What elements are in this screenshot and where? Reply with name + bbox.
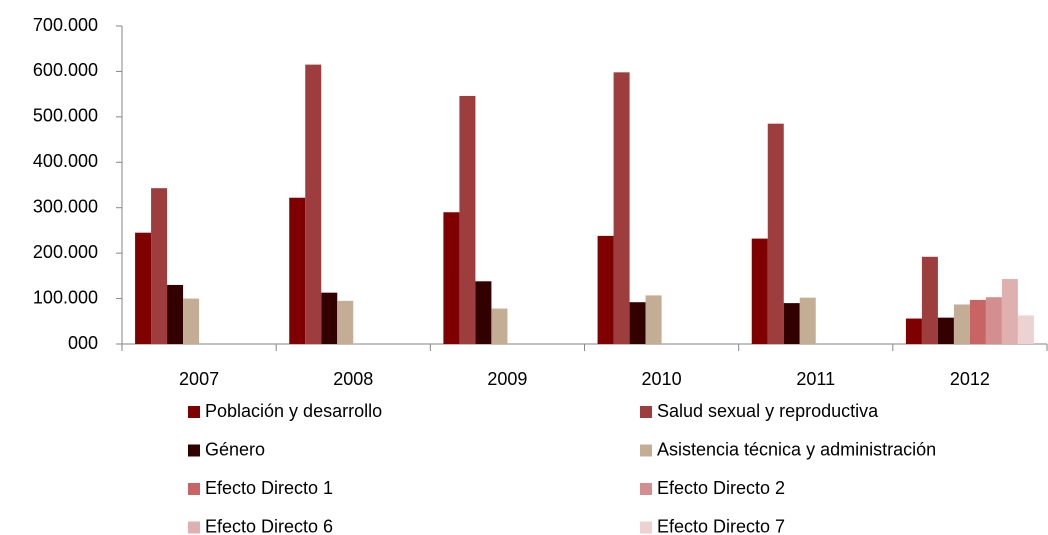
- bar: [921, 256, 938, 344]
- bar: [597, 235, 614, 344]
- bar: [645, 295, 662, 344]
- bar: [475, 281, 492, 344]
- x-tick-label: 2011: [796, 369, 835, 389]
- legend-swatch: [188, 444, 200, 457]
- legend-label: Efecto Directo 2: [657, 478, 785, 498]
- legend-label: Efecto Directo 7: [657, 516, 785, 535]
- legend-swatch: [640, 444, 652, 457]
- bar: [491, 308, 508, 344]
- legend-label: Efecto Directo 6: [205, 516, 333, 535]
- bar: [953, 304, 970, 344]
- legend-label: Género: [205, 439, 265, 459]
- legend-label: Población y desarrollo: [205, 401, 382, 421]
- bar: [767, 123, 784, 345]
- bar: [629, 302, 646, 344]
- legend-swatch: [188, 521, 200, 534]
- bar: [443, 212, 460, 344]
- legend-label: Asistencia técnica y administración: [657, 439, 936, 459]
- legend-swatch: [188, 483, 200, 495]
- bar: [305, 64, 322, 344]
- bar: [321, 292, 338, 344]
- y-tick-label: 500.000: [33, 106, 98, 126]
- bar: [151, 188, 168, 344]
- y-tick-label: 100.000: [33, 287, 98, 307]
- bar: [751, 238, 768, 344]
- bar: [167, 284, 184, 344]
- legend-label: Efecto Directo 1: [205, 478, 333, 498]
- y-tick-label: 300.000: [33, 196, 98, 216]
- bar: [1017, 315, 1034, 344]
- x-tick-label: 2007: [179, 369, 219, 389]
- legend-swatch: [640, 521, 652, 534]
- bar: [459, 95, 476, 345]
- x-tick-label: 2010: [642, 369, 682, 389]
- bar: [985, 297, 1002, 344]
- legend-swatch: [640, 406, 652, 418]
- y-tick-label: 000: [68, 333, 98, 353]
- legend-swatch: [640, 483, 652, 495]
- y-tick-label: 400.000: [33, 151, 98, 171]
- bar: [289, 197, 306, 344]
- bar: [1001, 279, 1018, 344]
- bar: [969, 299, 986, 344]
- bar: [937, 317, 954, 344]
- y-tick-label: 200.000: [33, 242, 98, 262]
- x-tick-label: 2008: [333, 369, 373, 389]
- legend-swatch: [188, 406, 200, 418]
- bar: [135, 232, 152, 344]
- bar: [905, 318, 922, 344]
- bar: [183, 298, 200, 344]
- y-tick-label: 700.000: [33, 15, 98, 35]
- bar: [799, 297, 816, 344]
- x-tick-label: 2012: [950, 369, 990, 389]
- y-tick-label: 600.000: [33, 60, 98, 80]
- legend-label: Salud sexual y reproductiva: [657, 401, 879, 421]
- bar: [613, 72, 630, 344]
- bar: [337, 300, 354, 344]
- bar: [783, 303, 800, 344]
- x-tick-label: 2009: [487, 369, 527, 389]
